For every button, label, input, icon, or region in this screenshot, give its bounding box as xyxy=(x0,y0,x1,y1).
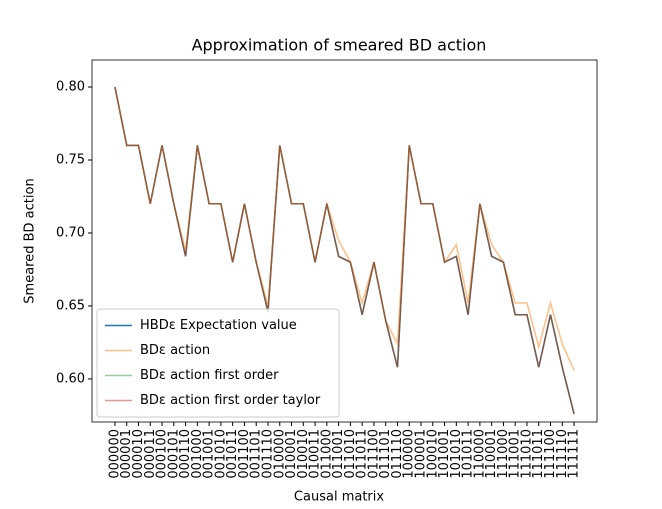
y-tick-label: 0.80 xyxy=(56,80,85,95)
x-tick-label: 001000 xyxy=(190,429,205,479)
y-tick-label: 0.65 xyxy=(56,298,85,313)
x-tick-label: 111110 xyxy=(555,429,570,479)
x-tick-label: 010011 xyxy=(308,429,323,479)
x-axis-label: Causal matrix xyxy=(294,490,384,505)
y-tick-label: 0.60 xyxy=(56,371,85,386)
x-tick-label: 100010 xyxy=(425,429,440,479)
x-tick-label: 100000 xyxy=(402,429,417,479)
x-tick-label: 101010 xyxy=(449,429,464,479)
x-tick-label: 000110 xyxy=(178,429,193,479)
x-tick-label: 111100 xyxy=(543,429,558,479)
x-tick-label: 010001 xyxy=(284,429,299,479)
x-tick-label: 000010 xyxy=(131,429,146,479)
x-tick-label: 010010 xyxy=(296,429,311,479)
x-tick-label: 110000 xyxy=(472,429,487,479)
x-tick-label: 001011 xyxy=(225,429,240,479)
legend-box xyxy=(96,308,340,418)
x-tick-label: 011010 xyxy=(343,429,358,479)
x-tick-label: 100001 xyxy=(414,429,429,479)
x-tick-label: 001100 xyxy=(237,429,252,479)
x-tick-label: 011000 xyxy=(319,429,334,479)
x-tick-label: 001010 xyxy=(213,429,228,479)
x-tick-label: 011011 xyxy=(355,429,370,479)
x-tick-label: 101001 xyxy=(437,429,452,479)
y-axis-label: Smeared BD action xyxy=(23,178,38,303)
chart-title: Approximation of smeared BD action xyxy=(192,36,487,55)
x-tick-label: 111011 xyxy=(531,429,546,479)
x-tick-label: 000100 xyxy=(155,429,170,479)
legend-label: HBDε Expectation value xyxy=(140,318,297,333)
legend-label: BDε action first order xyxy=(140,368,279,383)
x-tick-label: 001001 xyxy=(202,429,217,479)
x-tick-label: 001101 xyxy=(249,429,264,479)
legend-label: BDε action first order taylor xyxy=(140,393,321,408)
x-tick-label: 011101 xyxy=(378,429,393,479)
legend-label: BDε action xyxy=(140,343,210,358)
x-tick-label: 000011 xyxy=(143,429,158,479)
x-tick-label: 000101 xyxy=(166,429,181,479)
x-tick-label: 111001 xyxy=(508,429,523,479)
x-tick-label: 011110 xyxy=(390,429,405,479)
x-tick-label: 010000 xyxy=(272,429,287,479)
x-tick-label: 110001 xyxy=(484,429,499,479)
x-tick-label: 011100 xyxy=(366,429,381,479)
x-tick-label: 001110 xyxy=(260,429,275,479)
x-tick-label: 101011 xyxy=(461,429,476,479)
x-tick-label: 111000 xyxy=(496,429,511,479)
plot-frame xyxy=(91,59,598,423)
y-tick-label: 0.70 xyxy=(56,225,85,240)
series-line xyxy=(114,86,575,415)
x-tick-label: 011001 xyxy=(331,429,346,479)
x-tick-label: 000000 xyxy=(107,429,122,479)
y-tick-label: 0.75 xyxy=(56,152,85,167)
x-tick-label: 111010 xyxy=(519,429,534,479)
x-tick-label: 111111 xyxy=(567,429,582,479)
x-tick-label: 000001 xyxy=(119,429,134,479)
